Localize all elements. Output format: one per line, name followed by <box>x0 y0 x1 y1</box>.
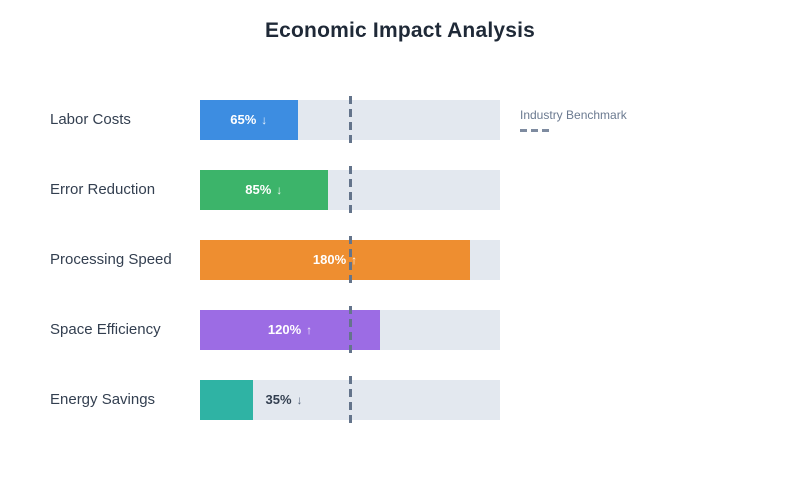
trend-arrow-icon: ↓ <box>261 113 268 127</box>
chart-title: Economic Impact Analysis <box>264 19 536 42</box>
category-label: Processing Speed <box>50 251 172 268</box>
value-text: 120% <box>267 322 302 337</box>
benchmark-legend-item[interactable]: Industry Benchmark <box>520 108 627 132</box>
value-label: 85% ↓ <box>200 170 328 210</box>
benchmark-line <box>348 306 352 354</box>
value-text: 85% <box>245 182 272 197</box>
bar-track: 120% ↑ <box>200 306 500 354</box>
benchmark-line <box>348 96 352 144</box>
value-text: 65% <box>230 112 257 127</box>
value-text: 180% <box>312 252 347 267</box>
trend-arrow-icon: ↑ <box>351 253 358 267</box>
bar[interactable] <box>200 240 470 280</box>
benchmark-dash-line-icon <box>520 129 549 132</box>
benchmark-line <box>348 236 352 284</box>
trend-arrow-icon: ↓ <box>296 393 303 407</box>
value-label: 65% ↓ <box>200 100 298 140</box>
benchmark-line <box>348 166 352 214</box>
chart-row: Error Reduction 85% ↓ <box>0 166 800 214</box>
bar-track: 65% ↓ <box>200 96 500 144</box>
category-label: Labor Costs <box>50 111 131 128</box>
trend-arrow-icon: ↑ <box>306 323 313 337</box>
chart-row: Energy Savings 35% ↓ <box>0 376 800 424</box>
category-label: Energy Savings <box>50 391 156 408</box>
chart-row: Labor Costs 65% ↓ <box>0 96 800 144</box>
value-label: 120% ↑ <box>200 310 380 350</box>
chart-row: Space Efficiency 120% ↑ <box>0 306 800 354</box>
trend-arrow-icon: ↓ <box>276 183 283 197</box>
category-label: Error Reduction <box>50 181 156 198</box>
bar[interactable] <box>200 170 328 210</box>
bar-track: 180% ↑ <box>200 236 500 284</box>
benchmark-legend-label: Industry Benchmark <box>520 108 627 122</box>
chart-row: Processing Speed 180% ↑ <box>0 236 800 284</box>
category-label: Space Efficiency <box>50 321 161 338</box>
bar-track: 85% ↓ <box>200 166 500 214</box>
bar[interactable] <box>200 100 298 140</box>
bar[interactable] <box>200 380 253 420</box>
value-text: 35% <box>265 392 292 407</box>
benchmark-line <box>348 376 352 424</box>
value-label: 35% ↓ <box>266 380 303 420</box>
value-label: 180% ↑ <box>200 240 470 280</box>
bar-track: 35% ↓ <box>200 376 500 424</box>
